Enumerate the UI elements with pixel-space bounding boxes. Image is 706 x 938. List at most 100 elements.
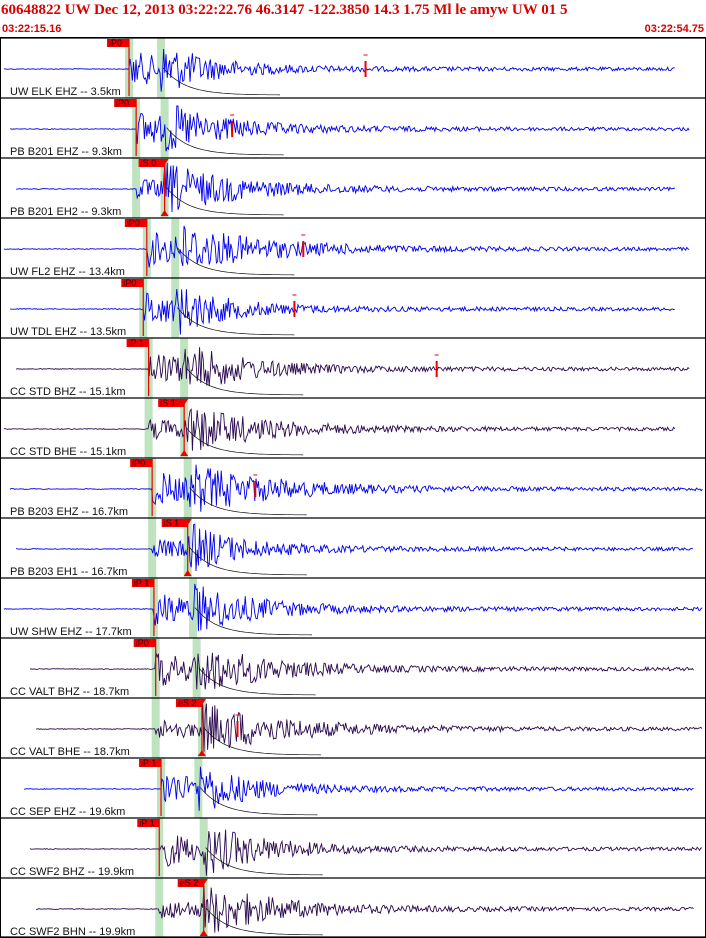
station-label: PB B203 EH1 -- 16.7km [10,566,127,578]
p-pick-label: iP0 [132,458,145,468]
p-pick-band [151,698,160,758]
station-label: UW SHW EHZ -- 17.7km [10,626,132,638]
s-pick-marker [180,450,189,456]
s-pick-flag [177,879,204,887]
station-label: UW TDL EHZ -- 13.5km [10,326,126,338]
coda-curve [162,67,281,96]
waveform-trace [35,703,703,752]
station-label: CC VALT BHZ -- 18.7km [10,686,129,698]
s-pick-marker [160,159,169,165]
p-pick-flag [124,219,147,227]
waveform-trace [30,652,694,690]
s-pick-marker [199,879,208,885]
waveform-trace [3,583,703,632]
s-pick-marker [197,750,206,756]
s-pick-marker [197,699,206,705]
s-pick-marker [180,399,189,405]
p-pick-band [192,638,201,698]
p-pick-band [199,818,208,878]
panel-frame [0,37,706,938]
station-label: UW ELK EHZ -- 3.5km [10,86,121,98]
s-pick-label: iS 1 [160,398,176,408]
waveform-trace [23,766,694,811]
p-pick-flag [137,819,160,827]
station-label: PB B201 EH2 -- 9.3km [10,206,121,218]
p-pick-label: iP0 [123,278,136,288]
coda-curve [198,667,316,696]
s-pick-label: iS 1 [164,518,180,528]
p-pick-flag [133,639,156,647]
p-pick-label: iP 1 [134,578,149,588]
p-pick-band [183,458,192,518]
p-pick-label: iP0 [109,38,122,48]
s-pick-marker [160,210,169,216]
event-title: 60648822 UW Dec 12, 2013 03:22:22.76 46.… [1,2,568,18]
p-pick-band [148,518,157,578]
coda-curve [200,787,318,816]
coda-curve [185,367,304,396]
s-pick-flag [138,159,165,167]
waveform-trace [15,347,690,387]
coda-curve [189,487,307,516]
moveout-curves [162,67,323,936]
p-pick-flag [139,759,162,767]
s-pick-marker [183,519,192,525]
station-label: CC SWF2 BHN -- 19.9km [10,926,135,938]
window-end-time: 03:22:54.75 [644,23,704,35]
p-pick-band [189,578,198,638]
coda-curve [177,307,295,336]
station-label: PB B201 EHZ -- 9.3km [10,146,122,158]
p-pick-label: iP0 [116,98,129,108]
s-pick-marker [183,570,192,576]
coda-curve [166,187,284,216]
station-label: CC SEP EHZ -- 19.6km [10,806,125,818]
window-start-time: 03:22:15.16 [2,23,62,35]
p-pick-band [157,38,166,98]
p-pick-label: iP 1 [129,338,144,348]
s-pick-marker [199,930,208,936]
coda-curve [177,247,295,276]
waveform-trace [9,288,675,335]
p-pick-flag [114,99,137,107]
coda-curve [194,607,313,636]
s-pick-label: eS 2 [180,878,199,888]
p-pick-flag [107,39,130,47]
coda-curve [205,847,323,876]
s-pick-label: iS 0 [141,158,157,168]
p-pick-flag [131,579,154,587]
waveform-trace [9,105,690,152]
waveform-trace [15,162,676,213]
p-pick-flag [121,279,144,287]
trace-group [3,48,703,933]
station-label: CC VALT BHE -- 18.7km [10,746,130,758]
p-pick-band [155,878,164,938]
waveform-trace [4,408,676,451]
p-pick-flag [130,459,153,467]
p-pick-band [180,338,189,398]
station-label: PB B203 EHZ -- 16.7km [10,506,128,518]
waveform-trace [9,464,703,512]
waveform-trace [3,225,690,268]
waveform-trace [35,885,694,933]
waveform-trace [15,523,694,572]
p-pick-band [132,158,141,218]
p-pick-label: iP0 [127,218,140,228]
coda-curve [166,127,284,156]
station-label: CC STD BHZ -- 15.1km [10,386,126,398]
p-pick-band [171,278,180,338]
station-label: CC STD BHE -- 15.1km [10,446,126,458]
waveform-trace [3,48,675,92]
p-pick-label: iP0 [136,638,149,648]
p-pick-label: iP 1 [139,818,154,828]
record-header: 60648822 UW Dec 12, 2013 03:22:22.76 46.… [0,0,706,38]
waveform-trace [29,829,703,876]
p-pick-flag [126,339,149,347]
s-pick-label: eS 2 [178,698,197,708]
coda-curve [185,427,304,456]
coda-curve [189,547,307,576]
station-label: CC SWF2 BHZ -- 19.9km [10,866,134,878]
p-pick-label: iP 1 [141,758,156,768]
s-pick-flag [175,699,202,707]
